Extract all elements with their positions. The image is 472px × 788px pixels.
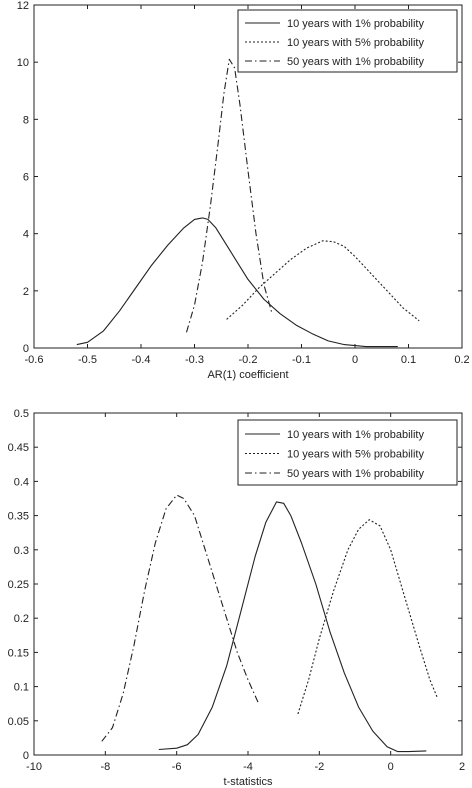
series-line-1 bbox=[76, 217, 398, 348]
series-line-3 bbox=[101, 494, 260, 742]
x-tick-label: 0 bbox=[352, 354, 358, 366]
y-tick-label: 0.4 bbox=[14, 476, 29, 488]
y-tick-label: 0.25 bbox=[8, 579, 29, 591]
series-line-1 bbox=[158, 501, 427, 753]
y-tick-label: 0.35 bbox=[8, 511, 29, 523]
y-tick-label: 2 bbox=[23, 286, 29, 298]
x-axis-label: AR(1) coefficient bbox=[207, 369, 288, 381]
x-tick-label: -0.5 bbox=[78, 354, 97, 366]
x-tick-label: -6 bbox=[172, 761, 182, 773]
legend: 10 years with 1% probability 10 years wit… bbox=[237, 9, 458, 73]
y-tick-label: 0.5 bbox=[14, 408, 29, 420]
y-tick-label: 0.2 bbox=[14, 613, 29, 625]
legend-label: 10 years with 1% probability bbox=[287, 429, 424, 441]
legend-box bbox=[237, 419, 458, 486]
y-tick-label: 0.1 bbox=[14, 682, 29, 694]
legend: 10 years with 1% probability 10 years wit… bbox=[237, 419, 458, 486]
x-tick-label: -8 bbox=[100, 761, 110, 773]
x-tick-label: -10 bbox=[26, 761, 42, 773]
y-tick-label: 0.3 bbox=[14, 545, 29, 557]
chart-panel-1: -0.6 -0.5 -0.4 -0.3 -0.2 -0.1 0 0.1 0.2 0 2 4 6 8 10 12… bbox=[17, 0, 470, 381]
y-tick-label: 10 bbox=[17, 57, 29, 69]
x-tick-label: 0.1 bbox=[401, 354, 416, 366]
y-tick-label: 0 bbox=[23, 343, 29, 355]
y-tick-label: 8 bbox=[23, 114, 29, 126]
x-tick-label: -0.2 bbox=[239, 354, 258, 366]
x-tick-label: 2 bbox=[459, 761, 465, 773]
y-tick-label: 0 bbox=[23, 750, 29, 762]
y-tick-label: 0.15 bbox=[8, 647, 29, 659]
legend-label: 10 years with 5% probability bbox=[287, 449, 424, 461]
y-tick-label: 6 bbox=[23, 172, 29, 184]
x-tick-label: -0.1 bbox=[292, 354, 311, 366]
x-tick-label: -2 bbox=[314, 761, 324, 773]
series-line-2 bbox=[297, 519, 438, 715]
x-tick-label: -4 bbox=[243, 761, 253, 773]
legend-box bbox=[237, 9, 458, 73]
series-line-3 bbox=[185, 58, 273, 333]
y-tick-label: 0.05 bbox=[8, 716, 29, 728]
legend-label: 10 years with 1% probability bbox=[287, 18, 424, 30]
x-tick-label: 0 bbox=[388, 761, 394, 773]
y-tick-label: 0.45 bbox=[8, 442, 29, 454]
y-tick-label: 4 bbox=[23, 229, 29, 241]
x-tick-label: -0.3 bbox=[185, 354, 204, 366]
chart-panel-2: -10 -8 -6 -4 -2 0 2 0 0.05 0.1 0.15 0.2 0.25 0.3 0.35 0… bbox=[8, 408, 465, 788]
x-axis-label: t-statistics bbox=[224, 776, 273, 788]
y-tick-label: 12 bbox=[17, 0, 29, 12]
x-tick-label: 0.2 bbox=[454, 354, 469, 366]
series-line-2 bbox=[226, 240, 420, 322]
legend-label: 50 years with 1% probability bbox=[287, 56, 424, 68]
legend-label: 50 years with 1% probability bbox=[287, 468, 424, 480]
x-tick-label: -0.4 bbox=[132, 354, 151, 366]
x-tick-label: -0.6 bbox=[25, 354, 44, 366]
legend-label: 10 years with 5% probability bbox=[287, 37, 424, 49]
